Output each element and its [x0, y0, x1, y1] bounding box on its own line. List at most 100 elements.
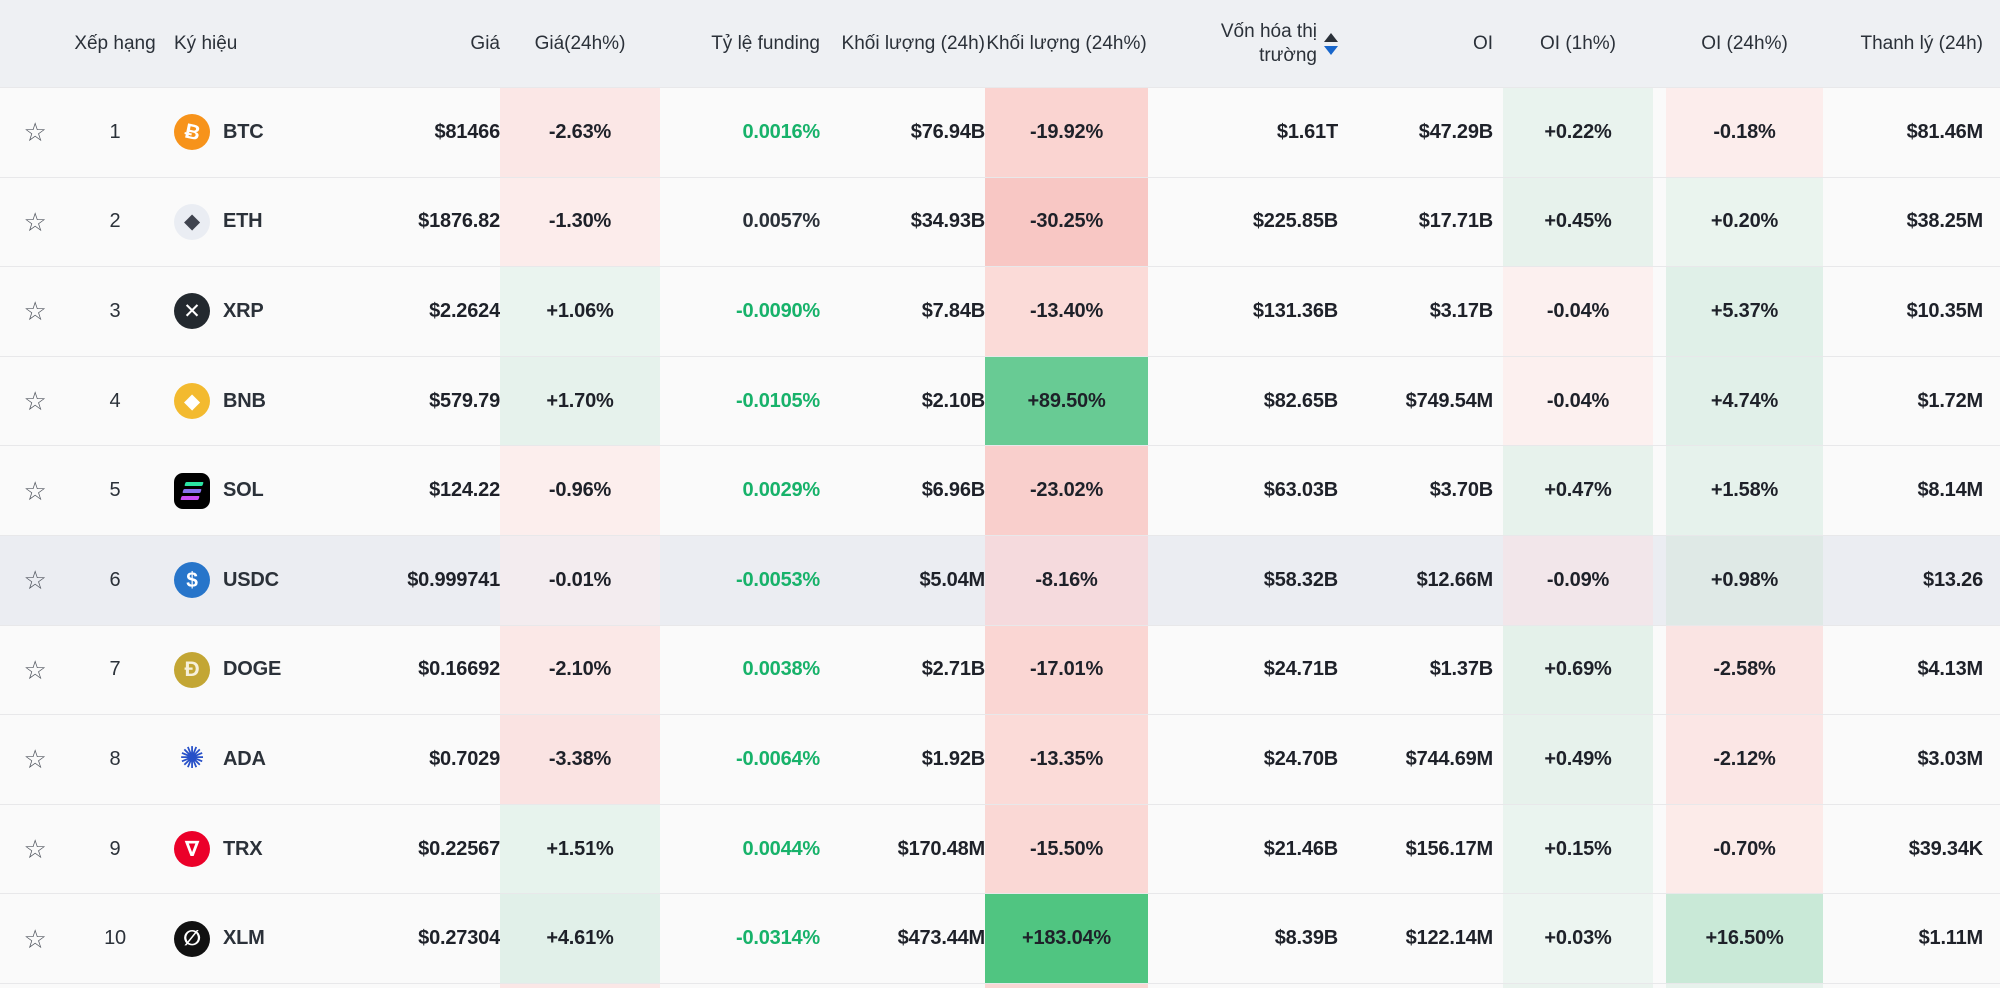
table-row[interactable]: ☆ 2 ◆ ETH $1876.82 -1.30% 0.0057% $34.93…: [0, 176, 2000, 267]
symbol-cell[interactable]: ∇ TRX: [160, 805, 400, 894]
col-header-oi-1h-change[interactable]: OI (1h%): [1539, 32, 1617, 54]
table-row[interactable]: ☆ 6 $ USDC $0.999741 -0.01% -0.0053% $5.…: [0, 534, 2000, 625]
col-header-market-cap[interactable]: Vốn hóa thị trường: [1148, 0, 1338, 87]
volume-cell: $76.94B: [910, 120, 985, 143]
table-row[interactable]: ☆ 10 ∅ XLM $0.27304 +4.61% -0.0314% $473…: [0, 893, 2000, 983]
sort-desc-icon[interactable]: [1324, 45, 1338, 55]
price-cell: $0.7029: [429, 747, 500, 770]
favorite-star-icon[interactable]: ☆: [23, 386, 47, 417]
volume-change-cell: -8.16%: [985, 535, 1148, 625]
price-cell: $81466: [434, 120, 500, 143]
symbol-cell[interactable]: $ USDC: [160, 536, 400, 625]
col-header-funding-rate[interactable]: Tỷ lệ funding: [711, 32, 820, 54]
market-cap-cell: $24.70B: [1263, 747, 1338, 770]
symbol-label: SOL: [223, 479, 264, 502]
table-row[interactable]: ☆ 5 SOL $124.22 -0.96% 0.0029% $6.96B -2…: [0, 445, 2000, 535]
col-header-symbol[interactable]: Ký hiệu: [174, 32, 238, 54]
symbol-cell[interactable]: ✺ ADA: [160, 715, 400, 804]
column-gap: [1653, 894, 1666, 983]
table-row[interactable]: ☆ 3 ✕ XRP $2.2624 +1.06% -0.0090% $7.84B…: [0, 266, 2000, 356]
col-header-volume-change-24h[interactable]: Khối lượng (24h%): [986, 32, 1147, 54]
favorite-star-icon[interactable]: ☆: [23, 923, 47, 954]
oi-1h-change-cell: +0.49%: [1503, 715, 1653, 804]
eth-coin-icon: ◆: [174, 203, 210, 240]
funding-rate-cell: 0.0038%: [742, 658, 820, 681]
open-interest-cell: $749.54M: [1405, 389, 1494, 412]
favorite-cell: ☆: [0, 357, 70, 446]
symbol-cell[interactable]: ✕ XRP: [160, 267, 400, 356]
table-row[interactable]: ☆ 9 ∇ TRX $0.22567 +1.51% 0.0044% $170.4…: [0, 803, 2000, 894]
funding-rate-cell: -0.0105%: [735, 389, 820, 412]
favorite-star-icon[interactable]: ☆: [23, 475, 47, 506]
volume-change-cell: +89.50%: [985, 356, 1148, 446]
partial-next-row: [0, 982, 2000, 988]
market-cap-label: Vốn hóa thị trường: [1220, 20, 1317, 66]
volume-change-cell: -17.01%: [985, 625, 1148, 715]
volume-cell: $2.71B: [921, 658, 985, 681]
favorite-star-icon[interactable]: ☆: [23, 117, 47, 148]
table-row[interactable]: ☆ 4 ◆ BNB $579.79 +1.70% -0.0105% $2.10B…: [0, 355, 2000, 446]
volume-cell: $1.92B: [921, 747, 985, 770]
funding-rate-cell: 0.0044%: [742, 837, 820, 860]
symbol-cell[interactable]: ◆ BNB: [160, 357, 400, 446]
oi-24h-change-cell: +0.20%: [1666, 177, 1823, 267]
col-header-volume-24h[interactable]: Khối lượng (24h): [841, 32, 985, 54]
col-header-liquidation-24h[interactable]: Thanh lý (24h): [1860, 32, 1983, 54]
table-row[interactable]: ☆ 7 Ð DOGE $0.16692 -2.10% 0.0038% $2.71…: [0, 624, 2000, 715]
symbol-cell[interactable]: SOL: [160, 446, 400, 535]
oi-24h-change-cell: -0.18%: [1666, 88, 1823, 177]
favorite-star-icon[interactable]: ☆: [23, 206, 47, 237]
oi-24h-change-cell: -0.70%: [1666, 804, 1823, 894]
price-change-cell: +4.61%: [500, 894, 660, 983]
favorite-cell: ☆: [0, 626, 70, 715]
symbol-cell[interactable]: ∅ XLM: [160, 894, 400, 983]
price-cell: $0.16692: [418, 658, 500, 681]
symbol-label: XLM: [223, 927, 265, 950]
table-row[interactable]: ☆ 1 Ƀ BTC $81466 -2.63% 0.0016% $76.94B …: [0, 87, 2000, 177]
volume-cell: $170.48M: [897, 837, 986, 860]
open-interest-cell: $122.14M: [1405, 927, 1494, 950]
col-header-rank[interactable]: Xếp hạng: [74, 32, 156, 54]
price-change-cell: -1.30%: [500, 177, 660, 267]
volume-change-cell: -13.40%: [985, 267, 1148, 356]
open-interest-cell: $12.66M: [1416, 568, 1494, 591]
sort-asc-icon[interactable]: [1324, 32, 1338, 42]
rank-cell: 4: [109, 389, 121, 412]
column-gap: [1653, 178, 1666, 267]
symbol-label: TRX: [223, 837, 263, 860]
open-interest-cell: $3.70B: [1429, 479, 1493, 502]
col-spacer: [1653, 0, 1666, 87]
sort-icons[interactable]: [1324, 32, 1338, 55]
favorite-star-icon[interactable]: ☆: [23, 296, 47, 327]
rank-cell: 1: [109, 120, 121, 143]
symbol-cell[interactable]: ◆ ETH: [160, 178, 400, 267]
favorite-star-icon[interactable]: ☆: [23, 744, 47, 775]
col-header-price[interactable]: Giá: [470, 32, 500, 54]
symbol-cell[interactable]: Ð DOGE: [160, 626, 400, 715]
xrp-coin-icon: ✕: [174, 293, 210, 330]
oi-1h-change-cell: +0.22%: [1503, 88, 1653, 177]
price-change-cell: +1.51%: [500, 804, 660, 894]
volume-cell: $2.10B: [921, 389, 985, 412]
col-header-oi-24h-change[interactable]: OI (24h%): [1701, 32, 1788, 54]
open-interest-cell: $1.37B: [1429, 658, 1493, 681]
col-header-open-interest[interactable]: OI: [1472, 32, 1493, 54]
funding-rate-cell: 0.0029%: [742, 479, 820, 502]
column-gap: [1653, 805, 1666, 894]
market-cap-cell: $225.85B: [1252, 210, 1338, 233]
open-interest-cell: $3.17B: [1429, 299, 1493, 322]
symbol-label: BNB: [223, 389, 266, 412]
xlm-coin-icon: ∅: [174, 920, 210, 957]
price-cell: $2.2624: [429, 299, 500, 322]
column-gap: [1653, 357, 1666, 446]
favorite-star-icon[interactable]: ☆: [23, 654, 47, 685]
table-row[interactable]: ☆ 8 ✺ ADA $0.7029 -3.38% -0.0064% $1.92B…: [0, 714, 2000, 804]
price-cell: $124.22: [429, 479, 500, 502]
symbol-cell[interactable]: Ƀ BTC: [160, 88, 400, 177]
favorite-star-icon[interactable]: ☆: [23, 834, 47, 865]
col-header-price-change-24h[interactable]: Giá(24h%): [534, 32, 626, 54]
favorite-star-icon[interactable]: ☆: [23, 565, 47, 596]
price-cell: $1876.82: [418, 210, 500, 233]
symbol-label: XRP: [223, 299, 264, 322]
symbol-label: USDC: [223, 568, 279, 591]
